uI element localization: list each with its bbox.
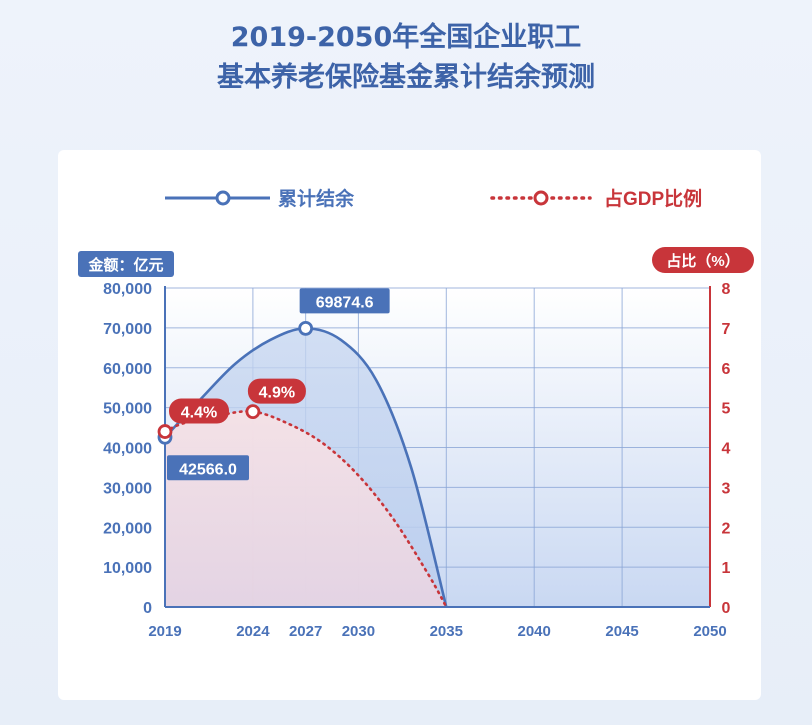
y-left-tick-label: 0 bbox=[143, 600, 152, 617]
y-right-tick-label: 6 bbox=[722, 361, 731, 378]
data-point-marker bbox=[245, 404, 261, 420]
legend-label-balance: 累计结余 bbox=[278, 187, 355, 210]
y-right-tick-label: 3 bbox=[722, 480, 731, 497]
y-right-title: 占比（%） bbox=[666, 252, 739, 270]
y-right-tick-label: 0 bbox=[722, 600, 731, 617]
data-label: 4.9% bbox=[259, 385, 295, 402]
data-label: 69874.6 bbox=[316, 294, 374, 311]
y-left-tick-label: 10,000 bbox=[103, 560, 152, 577]
legend-label-gdp: 占GDP比例 bbox=[604, 187, 702, 210]
data-point-marker bbox=[298, 320, 314, 336]
y-left-tick-label: 20,000 bbox=[103, 520, 152, 537]
data-point-marker bbox=[157, 424, 173, 439]
y-right-tick-label: 7 bbox=[722, 321, 731, 338]
y-right-tick-label: 4 bbox=[722, 441, 731, 458]
y-left-tick-label: 50,000 bbox=[103, 401, 152, 418]
y-left-title: 金额：亿元 bbox=[87, 256, 163, 274]
data-label-badge bbox=[247, 378, 306, 404]
title-line-1: 2019-2050年全国企业职工 bbox=[230, 22, 582, 53]
y-right-tick-label: 8 bbox=[722, 281, 731, 298]
y-left-tick-label: 40,000 bbox=[103, 441, 152, 458]
y-left-tick-label: 60,000 bbox=[103, 361, 152, 378]
series-line-balance bbox=[164, 327, 448, 608]
chart-title: 2019-2050年全国企业职工 基本养老保险基金累计结余预测 bbox=[0, 18, 812, 98]
y-left-tick-label: 70,000 bbox=[103, 321, 152, 338]
legend-marker-balance bbox=[215, 190, 231, 206]
y-right-tick-label: 2 bbox=[722, 520, 731, 537]
x-tick-label: 2019 bbox=[148, 623, 181, 640]
data-label-badge bbox=[299, 288, 390, 314]
x-tick-label: 2030 bbox=[342, 623, 375, 640]
y-left-title-badge bbox=[78, 251, 174, 277]
title-line-2: 基本养老保险基金累计结余预测 bbox=[217, 62, 595, 93]
series-line-gdp bbox=[163, 410, 448, 609]
x-tick-label: 2024 bbox=[236, 623, 270, 640]
y-right-title-badge bbox=[652, 247, 754, 273]
data-label: 4.4% bbox=[181, 405, 217, 422]
x-tick-label: 2045 bbox=[605, 623, 638, 640]
y-right-tick-label: 5 bbox=[722, 401, 731, 418]
data-label-badge bbox=[169, 398, 229, 424]
x-tick-label: 2050 bbox=[693, 623, 726, 640]
legend-marker-gdp bbox=[533, 190, 549, 206]
y-left-tick-label: 30,000 bbox=[103, 480, 152, 497]
x-tick-label: 2040 bbox=[518, 623, 551, 640]
x-tick-label: 2027 bbox=[289, 623, 322, 640]
x-tick-label: 2035 bbox=[430, 623, 463, 640]
data-label: 42566.0 bbox=[179, 461, 237, 478]
y-left-tick-label: 80,000 bbox=[103, 281, 152, 298]
y-right-tick-label: 1 bbox=[722, 560, 731, 577]
data-label-badge bbox=[167, 455, 249, 481]
